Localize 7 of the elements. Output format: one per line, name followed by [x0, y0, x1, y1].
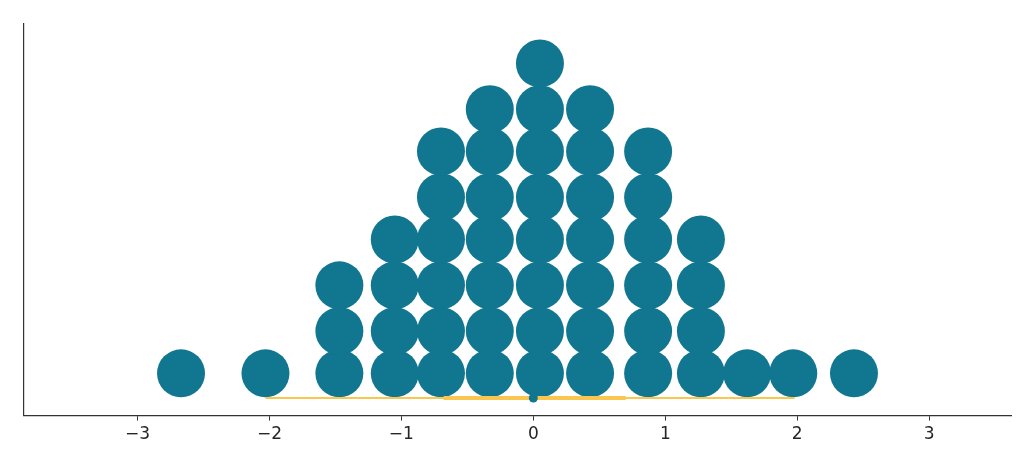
x-tick-label: −2 [256, 423, 282, 444]
x-tick-label: 3 [923, 423, 935, 444]
x-tick-label: −3 [124, 423, 151, 444]
x-tick-label: 1 [659, 423, 671, 444]
x-tick-label: 2 [791, 423, 803, 444]
x-tick-label: 0 [527, 423, 539, 444]
x-tick-label: −1 [388, 423, 414, 444]
